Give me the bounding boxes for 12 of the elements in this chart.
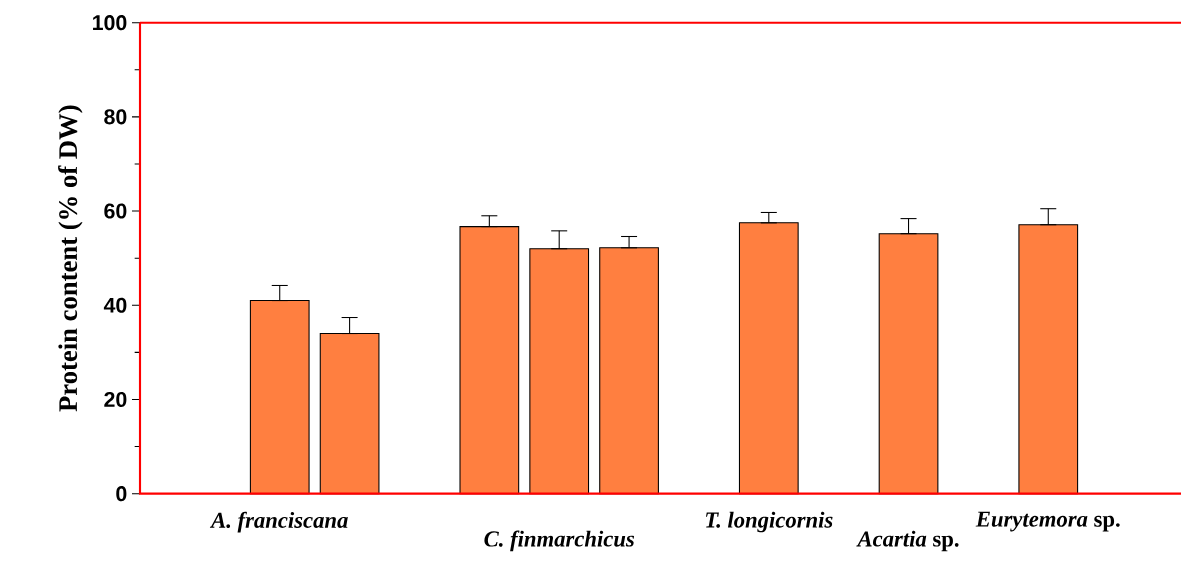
y-axis-title: Protein content (% of DW) <box>58 105 83 412</box>
x-tick-label: T. longicornis <box>706 511 833 533</box>
x-tick-label: A. franciscana <box>209 511 348 533</box>
y-tick-label: 100 <box>93 15 127 31</box>
x-tick-label: C. finmarchicus <box>484 530 635 552</box>
y-tick-label: 80 <box>104 109 127 125</box>
x-tick-label: Acartia sp. <box>856 530 959 552</box>
y-tick-label: 40 <box>103 297 127 313</box>
x-tick-label: Eurytemora sp. <box>975 511 1120 532</box>
y-tick-label: 20 <box>104 391 127 408</box>
y-tick-label: 60 <box>104 203 127 219</box>
y-tick-label: 0 <box>116 486 127 502</box>
